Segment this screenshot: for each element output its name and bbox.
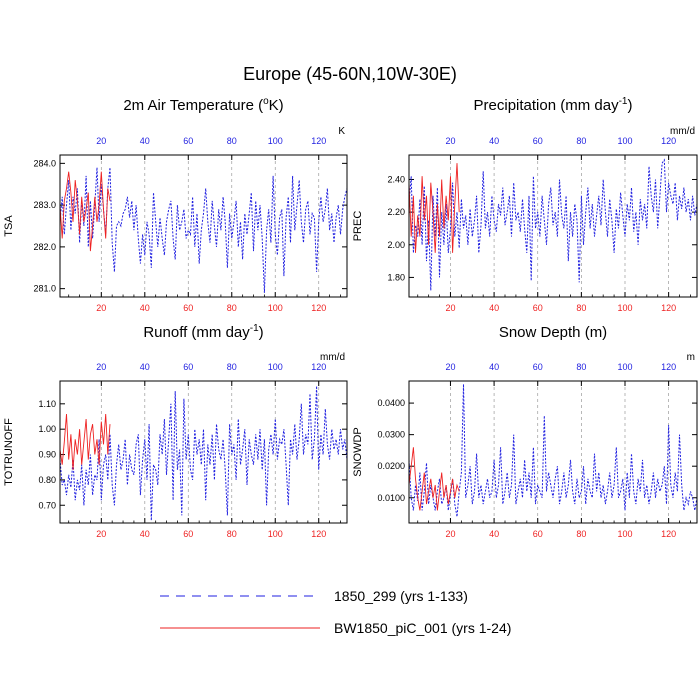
unit-label: mm/d — [320, 352, 345, 363]
x-tick-label-top: 40 — [140, 136, 150, 146]
x-tick-label-bottom: 120 — [661, 303, 676, 313]
x-tick-label-top: 120 — [661, 362, 676, 372]
x-tick-label-top: 60 — [533, 136, 543, 146]
y-tick-label: 2.20 — [387, 207, 405, 217]
x-tick-label-bottom: 100 — [268, 529, 283, 539]
x-tick-label-bottom: 20 — [445, 529, 455, 539]
x-tick-label-bottom: 40 — [489, 529, 499, 539]
series-line-1850 — [408, 384, 698, 517]
unit-label: m — [687, 352, 695, 363]
x-tick-label-top: 120 — [661, 136, 676, 146]
x-tick-label-bottom: 40 — [140, 303, 150, 313]
panel-title: Precipitation (mm day-1) — [474, 96, 633, 114]
legend-label-red: BW1850_piC_001 (yrs 1-24) — [334, 620, 511, 636]
x-tick-label-top: 20 — [96, 362, 106, 372]
panel-runoff: Runoff (mm day-1) mm/d 20 20 40 40 60 60 80 80 100… — [3, 323, 348, 539]
series-line-bw1850 — [59, 171, 111, 252]
y-tick-label: 1.80 — [387, 272, 405, 282]
x-tick-label-top: 100 — [617, 362, 632, 372]
y-tick-label: 0.70 — [38, 500, 56, 510]
series-line-bw1850 — [59, 413, 111, 470]
y-tick-label: 0.0100 — [377, 493, 405, 503]
x-tick-label-top: 100 — [268, 136, 283, 146]
plot-frame — [408, 154, 698, 298]
panel-title: Snow Depth (m) — [499, 324, 607, 341]
figure-title: Europe (45-60N,10W-30E) — [243, 64, 457, 84]
legend: 1850_299 (yrs 1-133) BW1850_piC_001 (yrs… — [160, 588, 511, 636]
y-tick-label: 0.0300 — [377, 430, 405, 440]
x-tick-label-bottom: 120 — [311, 303, 326, 313]
series-line-bw1850 — [408, 163, 460, 253]
y-tick-label: 282.0 — [33, 242, 56, 252]
x-tick-label-bottom: 20 — [96, 303, 106, 313]
panel-precipitation: Precipitation (mm day-1) mm/d 20 20 40 40 60 60… — [352, 96, 698, 313]
x-tick-label-top: 60 — [533, 362, 543, 372]
panel-air-temperature: 2m Air Temperature (oK) K 20 20 40 40 60 60 80 80… — [3, 96, 348, 313]
panel-snow-depth: Snow Depth (m) m 20 20 40 40 60 60 80 80 100 100 120… — [352, 324, 698, 539]
y-tick-label: 2.00 — [387, 240, 405, 250]
x-tick-label-bottom: 60 — [183, 303, 193, 313]
x-tick-label-top: 100 — [617, 136, 632, 146]
y-tick-label: 0.90 — [38, 450, 56, 460]
x-tick-label-top: 40 — [489, 136, 499, 146]
x-tick-label-top: 80 — [576, 362, 586, 372]
y-axis-label: PREC — [352, 211, 364, 242]
x-tick-label-top: 40 — [140, 362, 150, 372]
y-tick-label: 0.80 — [38, 475, 56, 485]
x-tick-label-bottom: 120 — [661, 529, 676, 539]
x-tick-label-bottom: 60 — [533, 303, 543, 313]
y-tick-label: 1.00 — [38, 424, 56, 434]
x-tick-label-bottom: 100 — [617, 529, 632, 539]
y-tick-label: 284.0 — [33, 158, 56, 168]
x-tick-label-bottom: 20 — [96, 529, 106, 539]
y-tick-label: 2.40 — [387, 174, 405, 184]
x-tick-label-top: 40 — [489, 362, 499, 372]
x-tick-label-bottom: 100 — [617, 303, 632, 313]
series-line-1850 — [408, 158, 698, 291]
plot-frame — [408, 380, 698, 524]
y-axis-label: SNOWDP — [352, 427, 364, 477]
x-tick-label-top: 80 — [227, 136, 237, 146]
y-axis-label: TSA — [3, 215, 15, 237]
x-tick-label-bottom: 80 — [227, 529, 237, 539]
y-tick-label: 1.10 — [38, 399, 56, 409]
x-tick-label-bottom: 60 — [533, 529, 543, 539]
x-tick-label-bottom: 40 — [489, 303, 499, 313]
x-tick-label-top: 120 — [311, 362, 326, 372]
x-tick-label-top: 60 — [183, 362, 193, 372]
y-tick-label: 0.0200 — [377, 461, 405, 471]
unit-label: mm/d — [670, 126, 695, 137]
x-tick-label-top: 60 — [183, 136, 193, 146]
series-line-bw1850 — [408, 447, 460, 511]
x-tick-label-top: 80 — [576, 136, 586, 146]
x-tick-label-top: 20 — [96, 136, 106, 146]
x-tick-label-top: 100 — [268, 362, 283, 372]
x-tick-label-bottom: 60 — [183, 529, 193, 539]
y-tick-label: 283.0 — [33, 200, 56, 210]
panel-title: 2m Air Temperature (oK) — [123, 96, 283, 114]
x-tick-label-bottom: 100 — [268, 303, 283, 313]
x-tick-label-bottom: 20 — [445, 303, 455, 313]
y-tick-label: 0.0400 — [377, 398, 405, 408]
panel-title: Runoff (mm day-1) — [143, 323, 263, 341]
series-line-1850 — [59, 386, 348, 521]
y-axis-label: TOTRUNOFF — [3, 418, 15, 486]
x-tick-label-bottom: 80 — [576, 529, 586, 539]
legend-label-blue: 1850_299 (yrs 1-133) — [334, 588, 468, 604]
x-tick-label-top: 80 — [227, 362, 237, 372]
x-tick-label-bottom: 40 — [140, 529, 150, 539]
x-tick-label-bottom: 80 — [227, 303, 237, 313]
y-tick-label: 281.0 — [33, 284, 56, 294]
series-line-1850 — [59, 167, 348, 293]
x-tick-label-top: 120 — [311, 136, 326, 146]
x-tick-label-top: 20 — [445, 362, 455, 372]
unit-label: K — [338, 126, 345, 137]
x-tick-label-bottom: 120 — [311, 529, 326, 539]
x-tick-label-bottom: 80 — [576, 303, 586, 313]
x-tick-label-top: 20 — [445, 136, 455, 146]
plot-frame — [59, 154, 348, 298]
plot-frame — [59, 380, 348, 524]
